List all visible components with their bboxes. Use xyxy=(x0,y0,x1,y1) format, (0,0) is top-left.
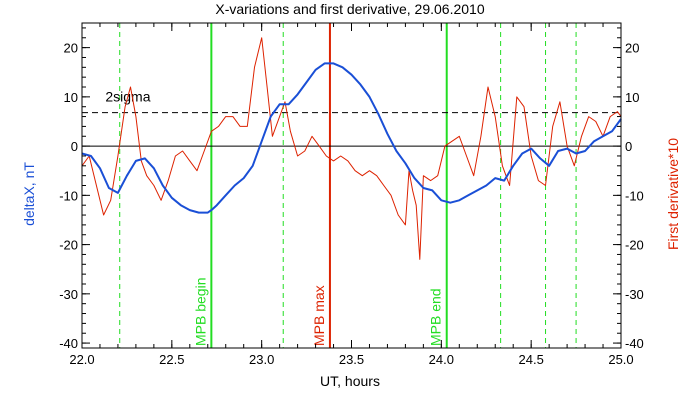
y-axis-label-right: First derivative*10 xyxy=(665,138,681,250)
y-tick-label-left-6: -40 xyxy=(59,336,78,351)
x-tick-label-4: 24.0 xyxy=(429,352,454,367)
series-group xyxy=(81,37,622,260)
y-tick-label-right-3: -10 xyxy=(625,188,644,203)
series-line-0 xyxy=(81,62,622,214)
x-tick-label-5: 24.5 xyxy=(519,352,544,367)
marker-label-0: MPB begin xyxy=(192,278,208,346)
y-tick-label-right-1: 10 xyxy=(625,90,639,105)
chart-title: X-variations and first derivative, 29.06… xyxy=(215,1,484,17)
marker-label-2: MPB end xyxy=(428,288,444,346)
x-tick-label-3: 23.5 xyxy=(339,352,364,367)
series-line-1 xyxy=(81,37,622,260)
y-axis-label-left: deltaX, nT xyxy=(21,162,37,226)
axes-group: 22.0 22.5 23.0 23.5 24.0 24.5 25.0 20 20 10 10 0 0 -1… xyxy=(59,22,644,367)
x-tick-label-1: 22.5 xyxy=(159,352,184,367)
y-tick-label-right-2: 0 xyxy=(625,139,632,154)
y-tick-label-left-0: 20 xyxy=(64,41,78,56)
x-tick-label-0: 22.0 xyxy=(69,352,94,367)
y-tick-label-left-1: 10 xyxy=(64,90,78,105)
y-tick-label-left-5: -30 xyxy=(59,287,78,302)
y-tick-label-right-6: -40 xyxy=(625,336,644,351)
y-tick-label-right-4: -20 xyxy=(625,238,644,253)
y-tick-label-right-5: -30 xyxy=(625,287,644,302)
marker-lines: MPB begin MPB max MPB end xyxy=(119,23,577,348)
plot-background xyxy=(82,23,621,348)
x-tick-label-2: 23.0 xyxy=(249,352,274,367)
x-tick-label-6: 25.0 xyxy=(608,352,633,367)
y-tick-label-right-0: 20 xyxy=(625,41,639,56)
y-tick-label-left-2: 0 xyxy=(71,139,78,154)
marker-label-1: MPB max xyxy=(311,285,327,346)
x-axis-label: UT, hours xyxy=(320,373,380,389)
y-tick-label-left-3: -10 xyxy=(59,188,78,203)
y-tick-label-left-4: -20 xyxy=(59,238,78,253)
plot-area xyxy=(82,23,621,348)
